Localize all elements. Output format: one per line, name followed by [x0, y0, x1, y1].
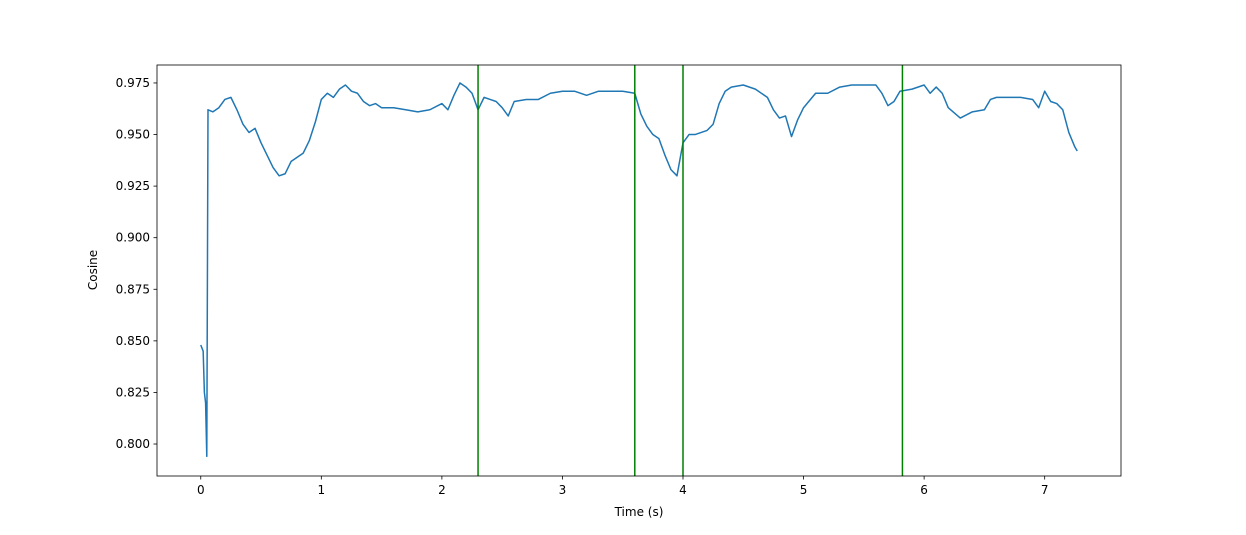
x-tick-label: 3 — [559, 483, 567, 497]
x-tick-label: 6 — [920, 483, 928, 497]
x-tick-label: 0 — [197, 483, 205, 497]
y-tick-label: 0.950 — [116, 128, 150, 142]
x-tick-label: 4 — [679, 483, 687, 497]
y-tick-label: 0.825 — [116, 385, 150, 399]
x-tick-label: 5 — [800, 483, 808, 497]
x-tick-label: 7 — [1041, 483, 1049, 497]
y-tick-label: 0.900 — [116, 231, 150, 245]
y-tick-label: 0.800 — [116, 437, 150, 451]
x-tick-label: 1 — [318, 483, 326, 497]
y-axis-label: Cosine — [86, 250, 100, 290]
y-tick-label: 0.875 — [116, 282, 150, 296]
y-tick-label: 0.850 — [116, 334, 150, 348]
plot-frame — [156, 64, 1122, 477]
y-tick-label: 0.925 — [116, 179, 150, 193]
data-line — [200, 82, 1078, 458]
x-axis-label: Time (s) — [614, 505, 664, 519]
y-tick-label: 0.975 — [116, 76, 150, 90]
x-tick-label: 2 — [438, 483, 446, 497]
